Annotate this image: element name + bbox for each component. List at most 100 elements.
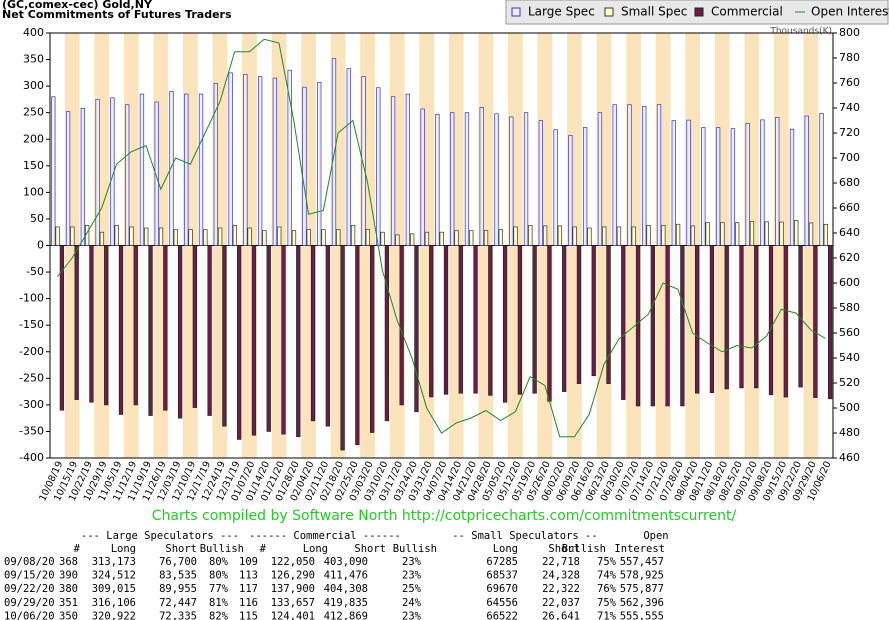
bar bbox=[310, 245, 316, 422]
y-tick-label: -150 bbox=[19, 318, 44, 331]
bar bbox=[665, 245, 670, 407]
table-cell: 309,015 bbox=[92, 583, 136, 595]
y-tick-label: -250 bbox=[19, 371, 44, 384]
table-cell: 71% bbox=[597, 610, 617, 620]
table-group-header: Open bbox=[643, 530, 668, 542]
table-cell: 411,476 bbox=[324, 570, 368, 582]
bar bbox=[606, 245, 611, 384]
table-cell: 89,955 bbox=[159, 583, 197, 595]
bar bbox=[498, 229, 503, 246]
y-tick-label: 350 bbox=[23, 53, 44, 66]
table-cell: 575,877 bbox=[620, 583, 664, 595]
bar bbox=[104, 245, 109, 406]
bar bbox=[827, 245, 833, 400]
chart-subtitle: Net Commitments of Futures Traders bbox=[2, 8, 232, 21]
bar bbox=[523, 112, 529, 246]
bar bbox=[656, 104, 662, 246]
y2-tick-label: 680 bbox=[839, 176, 860, 189]
bar bbox=[562, 245, 567, 392]
bar bbox=[724, 245, 729, 390]
legend-swatch bbox=[694, 7, 704, 17]
table-cell: 72,447 bbox=[159, 597, 197, 609]
bar bbox=[251, 245, 257, 436]
bar bbox=[346, 68, 351, 246]
table-cell: 81% bbox=[209, 597, 229, 609]
bar bbox=[51, 96, 56, 246]
table-cell: 412,869 bbox=[324, 610, 368, 620]
table-cell: 109 bbox=[239, 556, 258, 568]
bar bbox=[509, 116, 514, 246]
bar bbox=[557, 225, 563, 246]
table-cell: 76% bbox=[597, 583, 617, 595]
bar bbox=[355, 245, 360, 446]
table-cell: 23% bbox=[402, 556, 422, 568]
table-cell: 115 bbox=[239, 610, 258, 620]
bar bbox=[715, 127, 721, 246]
bar bbox=[184, 93, 189, 246]
table-cell: 24% bbox=[402, 597, 422, 609]
bar bbox=[547, 245, 552, 402]
bar bbox=[517, 245, 523, 395]
bar bbox=[296, 245, 301, 438]
table-cell: 126,290 bbox=[271, 570, 315, 582]
y-tick-label: -50 bbox=[26, 265, 44, 278]
bar bbox=[420, 108, 425, 246]
bar bbox=[222, 245, 227, 427]
table-cell: 562,396 bbox=[620, 597, 664, 609]
bar bbox=[414, 245, 419, 413]
credit: Charts compiled by Software North http:/… bbox=[152, 508, 737, 524]
table-group-header: -- Small Speculators -- bbox=[452, 530, 597, 542]
table-cell: 557,457 bbox=[620, 556, 664, 568]
table-cell: 64556 bbox=[486, 597, 518, 609]
bar bbox=[720, 222, 725, 246]
table-column-header: Long bbox=[303, 543, 328, 555]
legend-swatch bbox=[604, 7, 614, 17]
bar bbox=[768, 245, 774, 396]
bar bbox=[395, 234, 400, 246]
table-column-header: Short bbox=[354, 543, 386, 555]
bar bbox=[188, 229, 193, 246]
bar bbox=[89, 245, 94, 403]
table-cell: 68537 bbox=[486, 570, 518, 582]
bar bbox=[80, 108, 85, 246]
bar bbox=[59, 245, 65, 411]
bar bbox=[650, 245, 655, 407]
bar bbox=[207, 245, 212, 416]
bar bbox=[291, 230, 297, 246]
bar bbox=[262, 230, 267, 246]
bar bbox=[65, 111, 71, 246]
bar bbox=[114, 224, 119, 246]
bar bbox=[591, 245, 596, 377]
bar bbox=[779, 221, 784, 246]
table-cell: 116 bbox=[239, 597, 258, 609]
bar bbox=[709, 245, 715, 394]
table-cell: 316,106 bbox=[92, 597, 136, 609]
bar bbox=[376, 87, 381, 246]
table-cell: 67285 bbox=[486, 556, 518, 568]
bar bbox=[287, 69, 292, 246]
bar bbox=[317, 82, 322, 246]
bar bbox=[177, 245, 183, 419]
bar bbox=[502, 245, 508, 403]
bar bbox=[775, 117, 780, 246]
bar bbox=[813, 245, 818, 398]
legend-label: Large Spec bbox=[528, 5, 595, 19]
bar bbox=[192, 245, 198, 408]
bar bbox=[306, 229, 311, 246]
bar bbox=[217, 227, 223, 246]
bar bbox=[553, 129, 558, 246]
bar bbox=[483, 230, 489, 246]
table-group-header: --- Large Speculators --- bbox=[81, 530, 239, 542]
y2-axis-label: Thousands(K) bbox=[769, 27, 832, 37]
bar bbox=[228, 72, 233, 246]
y-tick-label: 250 bbox=[23, 106, 44, 119]
bar bbox=[237, 245, 242, 440]
table-cell: 09/29/20 bbox=[4, 597, 55, 609]
bar bbox=[384, 245, 390, 422]
bar bbox=[139, 93, 145, 246]
legend-label: Commercial bbox=[711, 5, 783, 19]
bar bbox=[695, 245, 700, 394]
bar bbox=[257, 76, 263, 246]
bar bbox=[686, 119, 691, 246]
bar bbox=[321, 229, 326, 246]
